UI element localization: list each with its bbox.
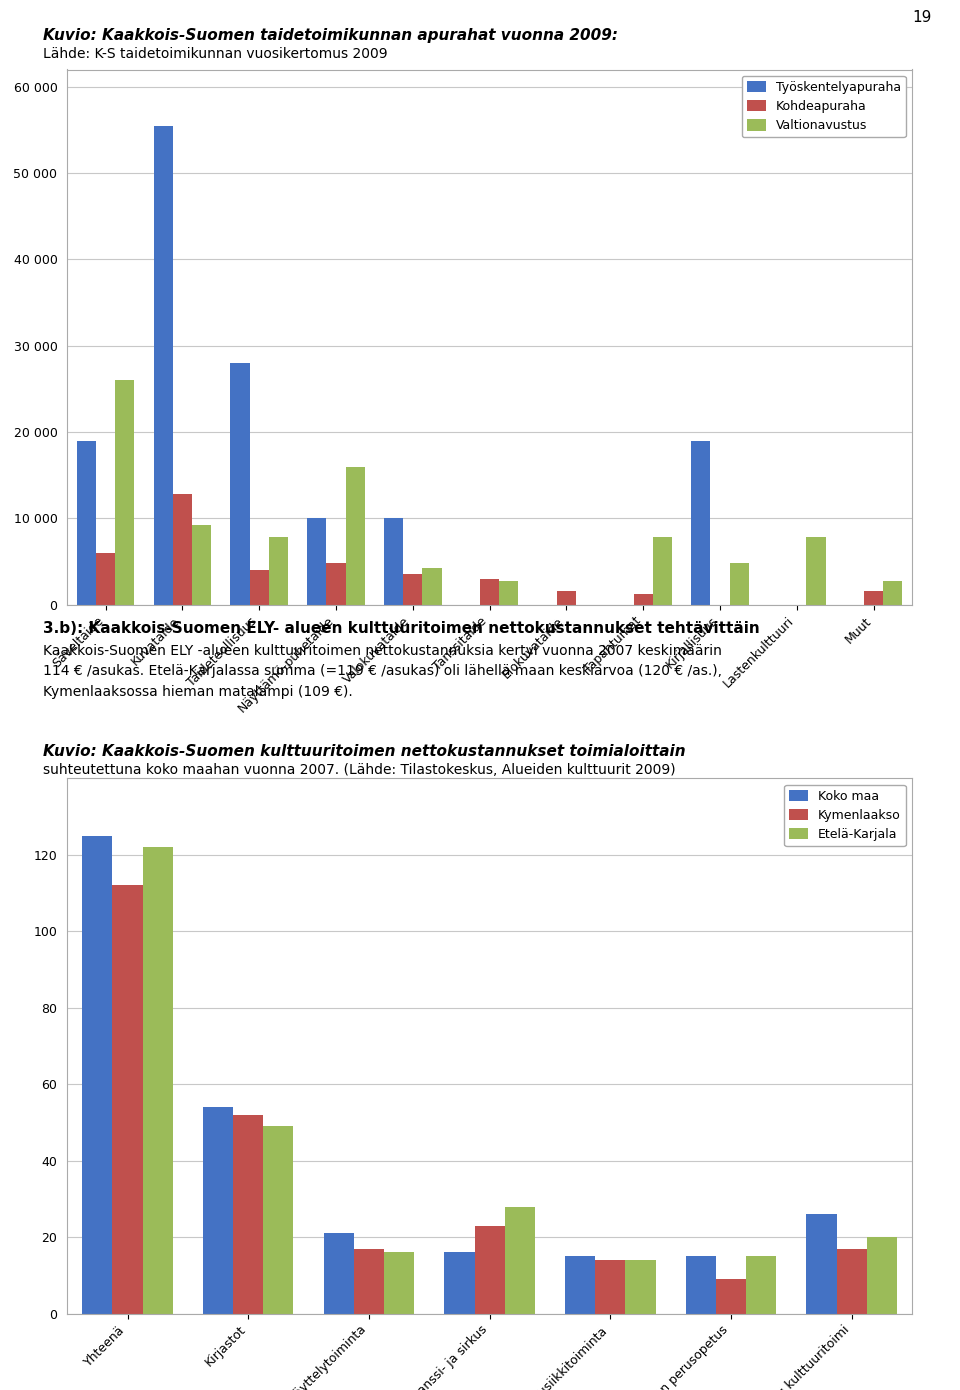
- Text: Lähde: K-S taidetoimikunnan vuosikertomus 2009: Lähde: K-S taidetoimikunnan vuosikertomu…: [43, 47, 388, 61]
- Bar: [346, 467, 365, 605]
- Bar: [653, 538, 672, 605]
- Bar: [403, 574, 422, 605]
- Bar: [444, 1252, 474, 1314]
- Bar: [867, 1237, 897, 1314]
- Text: Kuvio: Kaakkois-Suomen kulttuuritoimen nettokustannukset toimialoittain: Kuvio: Kaakkois-Suomen kulttuuritoimen n…: [43, 744, 685, 759]
- Bar: [565, 1257, 595, 1314]
- Bar: [625, 1259, 656, 1314]
- Bar: [307, 518, 326, 605]
- Text: suhteutettuna koko maahan vuonna 2007. (Lähde: Tilastokeskus, Alueiden kulttuuri: suhteutettuna koko maahan vuonna 2007. (…: [43, 763, 676, 777]
- Bar: [143, 848, 173, 1314]
- Bar: [354, 1248, 384, 1314]
- Bar: [730, 563, 749, 605]
- Bar: [474, 1226, 505, 1314]
- Bar: [806, 1215, 836, 1314]
- Bar: [836, 1248, 867, 1314]
- Bar: [112, 885, 143, 1314]
- Bar: [384, 1252, 414, 1314]
- Bar: [233, 1115, 263, 1314]
- Bar: [691, 441, 710, 605]
- Bar: [505, 1207, 535, 1314]
- Bar: [499, 581, 518, 605]
- Bar: [230, 363, 250, 605]
- Bar: [154, 125, 173, 605]
- Bar: [324, 1233, 354, 1314]
- Bar: [77, 441, 96, 605]
- Bar: [203, 1106, 233, 1314]
- Bar: [326, 563, 346, 605]
- Bar: [173, 495, 192, 605]
- Bar: [634, 595, 653, 605]
- Bar: [384, 518, 403, 605]
- Bar: [746, 1257, 777, 1314]
- Text: Kaakkois-Suomen ELY -alueen kulttuuritoimen nettokustannuksia kertyi vuonna 2007: Kaakkois-Suomen ELY -alueen kulttuuritoi…: [43, 644, 722, 699]
- Bar: [480, 578, 499, 605]
- Text: 19: 19: [912, 10, 931, 25]
- Bar: [250, 570, 269, 605]
- Bar: [96, 553, 115, 605]
- Bar: [595, 1259, 625, 1314]
- Text: Kuvio: Kaakkois-Suomen taidetoimikunnan apurahat vuonna 2009:: Kuvio: Kaakkois-Suomen taidetoimikunnan …: [43, 28, 618, 43]
- Bar: [83, 835, 112, 1314]
- Bar: [557, 591, 576, 605]
- Bar: [422, 569, 442, 605]
- Bar: [685, 1257, 716, 1314]
- Text: 3.b): Kaakkois-Suomen ELY- alueen kulttuuritoimen nettokustannukset tehtävittäin: 3.b): Kaakkois-Suomen ELY- alueen kulttu…: [43, 621, 760, 637]
- Legend: Koko maa, Kymenlaakso, Etelä-Karjala: Koko maa, Kymenlaakso, Etelä-Karjala: [784, 784, 905, 847]
- Bar: [115, 381, 134, 605]
- Bar: [263, 1126, 294, 1314]
- Bar: [269, 538, 288, 605]
- Bar: [192, 525, 211, 605]
- Bar: [883, 581, 902, 605]
- Bar: [716, 1279, 746, 1314]
- Bar: [864, 591, 883, 605]
- Legend: Työskentelyapuraha, Kohdeapuraha, Valtionavustus: Työskentelyapuraha, Kohdeapuraha, Valtio…: [742, 75, 905, 138]
- Bar: [806, 538, 826, 605]
